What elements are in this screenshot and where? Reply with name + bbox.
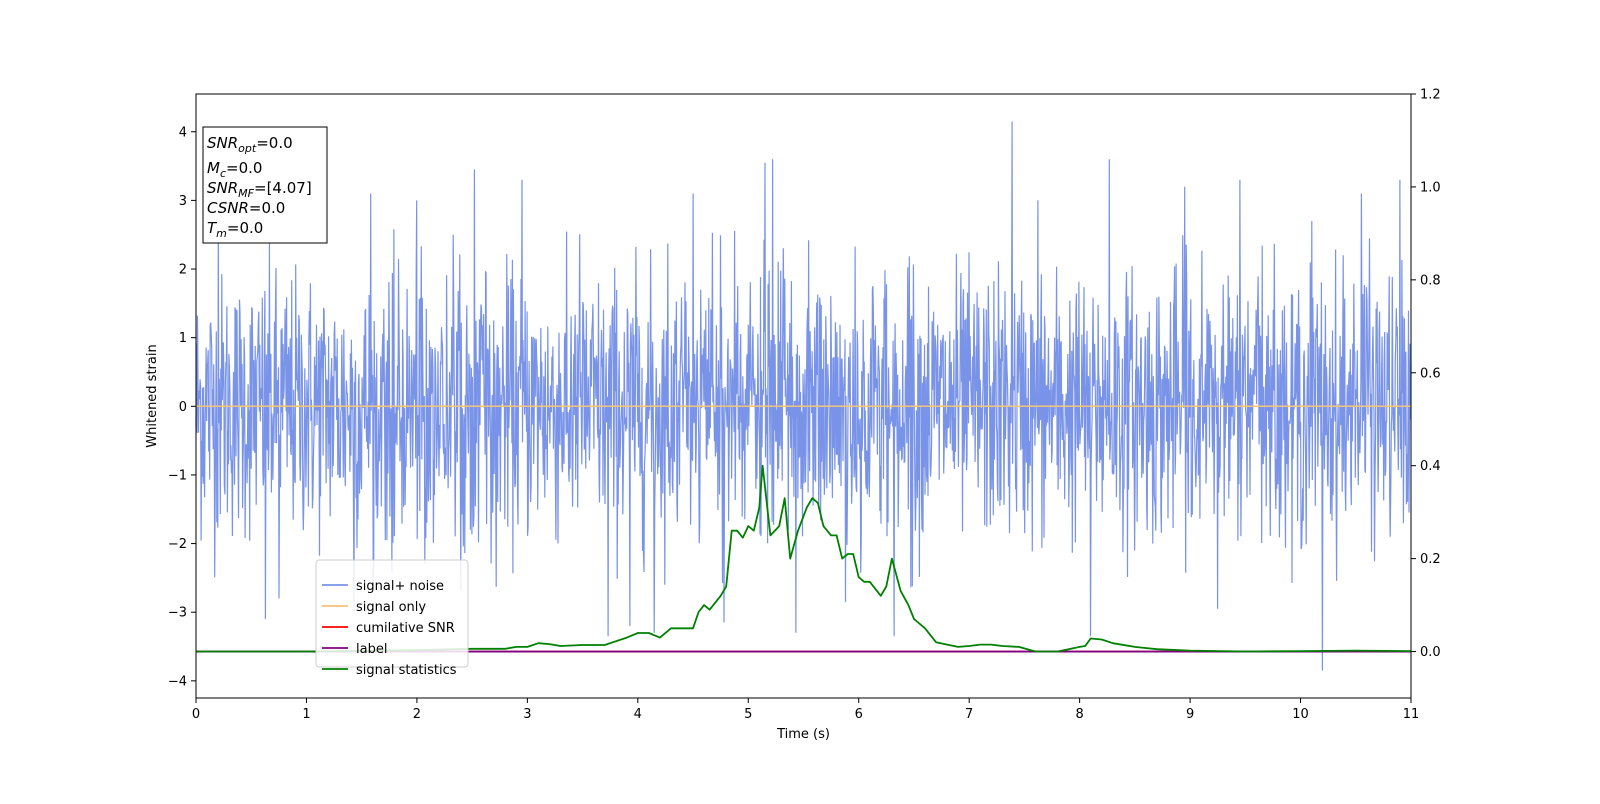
x-tick-label: 9 <box>1186 707 1194 722</box>
plot-frame <box>195 93 1412 699</box>
info-snr-opt: SNRopt=0.0 <box>207 134 293 155</box>
info-mc: Mc=0.0 <box>207 159 262 180</box>
x-axis-label: Time (s) <box>776 727 830 742</box>
parameter-info-box: SNRopt=0.0 Mc=0.0 SNRMF=[4.07] CSNR=0.0 … <box>202 126 328 244</box>
y-tick-label: 4 <box>179 125 187 140</box>
x-tick-label: 5 <box>744 707 752 722</box>
y-tick-label: −1 <box>168 468 187 483</box>
info-csnr: CSNR=0.0 <box>207 199 285 217</box>
y2-tick-label: 0.4 <box>1420 459 1441 474</box>
x-tick-label: 3 <box>523 707 531 722</box>
legend-label-cumulative-snr: cumilative SNR <box>356 621 455 636</box>
x-tick-label: 4 <box>634 707 642 722</box>
y-axis-label: Whitened strain <box>145 344 160 447</box>
y2-tick-label: 1.2 <box>1420 88 1441 103</box>
x-axis-ticks: 0 1 2 3 4 5 6 7 8 9 10 11 <box>192 698 1419 722</box>
x-tick-label: 1 <box>302 707 310 722</box>
y-tick-label: 1 <box>179 331 187 346</box>
x-tick-label: 7 <box>965 707 973 722</box>
legend-label-signal-noise: signal+ noise <box>356 579 444 594</box>
x-tick-label: 2 <box>413 707 421 722</box>
y-tick-label: 2 <box>179 263 187 278</box>
series-signal-noise-line <box>195 121 1412 671</box>
legend-frame <box>315 559 469 668</box>
legend-label-signal-only: signal only <box>356 600 426 615</box>
y2-tick-label: 0.0 <box>1420 645 1441 660</box>
legend: signal+ noise signal only cumilative SNR… <box>315 559 469 678</box>
x-tick-label: 8 <box>1075 707 1083 722</box>
y-tick-label: 0 <box>179 400 187 415</box>
legend-label-signal-statistics: signal statistics <box>356 663 457 678</box>
y2-axis-ticks: 0.0 0.2 0.4 0.6 0.8 1.0 1.2 <box>1411 88 1441 660</box>
y-axis-ticks: −4 −3 −2 −1 0 1 2 3 4 <box>168 125 196 689</box>
y2-tick-label: 0.6 <box>1420 366 1441 381</box>
legend-label-label: label <box>356 642 387 657</box>
y-tick-label: −4 <box>168 674 187 689</box>
x-tick-label: 11 <box>1403 707 1420 722</box>
y-tick-label: −3 <box>168 606 187 621</box>
info-snr-mf: SNRMF=[4.07] <box>207 179 312 200</box>
y-tick-label: −2 <box>168 537 187 552</box>
info-box-frame <box>202 126 328 244</box>
x-tick-label: 0 <box>192 707 200 722</box>
series-signal-statistics-line <box>196 464 1412 653</box>
y-tick-label: 3 <box>179 194 187 209</box>
y2-tick-label: 1.0 <box>1420 180 1441 195</box>
y2-tick-label: 0.2 <box>1420 552 1441 567</box>
info-tm: Tm=0.0 <box>207 219 263 240</box>
x-tick-label: 10 <box>1292 707 1309 722</box>
y2-tick-label: 0.8 <box>1420 273 1441 288</box>
x-tick-label: 6 <box>855 707 863 722</box>
